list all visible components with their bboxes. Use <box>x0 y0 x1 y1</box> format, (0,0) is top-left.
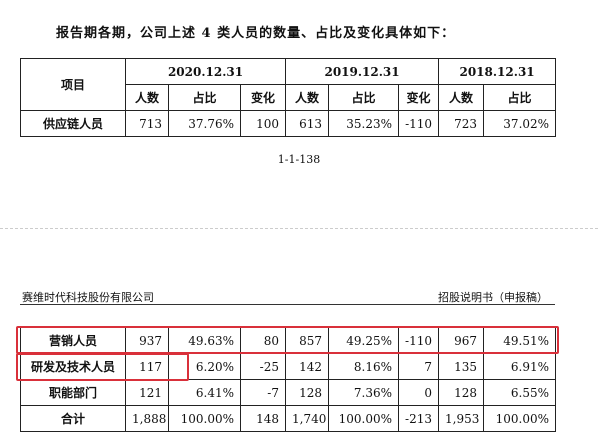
table-cell: 供应链人员 <box>20 110 126 137</box>
table-cell: 变化 <box>239 84 287 111</box>
table-cell: -213 <box>398 405 439 432</box>
table-cell: 121 <box>125 379 169 406</box>
table-cell: 100 <box>239 110 287 137</box>
page-break <box>0 228 598 229</box>
table-cell: 128 <box>438 379 484 406</box>
table-row: 项目 2020.12.31 2019.12.31 2018.12.31 <box>20 58 557 111</box>
table-cell: 占比 <box>168 84 241 111</box>
header-rule <box>20 304 555 305</box>
table-cell: 723 <box>438 110 485 137</box>
table-cell: 49.63% <box>168 327 241 354</box>
table-cell: 135 <box>438 353 484 380</box>
table-cell: -25 <box>240 353 286 380</box>
table-row: 供应链人员 713 37.76% 100 613 35.23% -110 723 37.02% <box>20 110 557 137</box>
table-cell: 7 <box>398 353 439 380</box>
table-cell: 职能部门 <box>20 379 126 406</box>
table-cell: 6.41% <box>168 379 241 406</box>
table-cell: 80 <box>240 327 286 354</box>
highlight-row <box>16 326 559 354</box>
table-cell: 人数 <box>285 84 330 111</box>
table-cell: 713 <box>125 110 169 137</box>
table-cell: 100.00% <box>328 405 399 432</box>
table-cell: 2018.12.31 <box>438 58 557 85</box>
table-cell: 人数 <box>438 84 485 111</box>
header-company: 赛维时代科技股份有限公司 <box>22 291 154 304</box>
table-cell: 6.55% <box>483 379 556 406</box>
table-cell: 8.16% <box>328 353 399 380</box>
table-cell: 35.23% <box>328 110 400 137</box>
table-cell: 占比 <box>328 84 400 111</box>
table-row: 合计 1,888 100.00% 148 1,740 100.00% -213 1,953 10… <box>20 405 556 432</box>
table-cell: 占比 <box>483 84 557 111</box>
table-cell: 营销人员 <box>20 327 126 354</box>
table-cell: 1,953 <box>438 405 484 432</box>
table-cell: 1,740 <box>285 405 329 432</box>
table-cell: -7 <box>240 379 286 406</box>
header-document: 招股说明书（申报稿） <box>438 291 548 304</box>
table-cell: 0 <box>398 379 439 406</box>
table-cell: 7.36% <box>328 379 399 406</box>
table-cell: -110 <box>398 110 440 137</box>
table-cell: 128 <box>285 379 329 406</box>
table-cell: 49.25% <box>328 327 399 354</box>
table-cell: 人数 <box>125 84 169 111</box>
table-cell: 项目 <box>20 58 126 111</box>
table-top: 项目 2020.12.31 2019.12.31 2018.12.31 人数 占比 变化 人数… <box>20 58 557 137</box>
table-cell: 100.00% <box>168 405 241 432</box>
table-cell: 1,888 <box>125 405 169 432</box>
table-row: 职能部门 121 6.41% -7 128 7.36% 0 128 6.55% <box>20 379 556 406</box>
intro-text: 报告期各期，公司上述 4 类人员的数量、占比及变化具体如下： <box>56 26 456 41</box>
table-cell: -110 <box>398 327 439 354</box>
table-cell: 100.00% <box>483 405 556 432</box>
page-number: 1-1-138 <box>277 153 321 166</box>
table-cell: 37.02% <box>483 110 557 137</box>
table-cell: 148 <box>240 405 286 432</box>
table-cell: 967 <box>438 327 484 354</box>
table-bottom: 营销人员 937 49.63% 80 857 49.25% -110 967 49.51% 研发及… <box>20 327 556 432</box>
table-cell: 49.51% <box>483 327 556 354</box>
table-row: 营销人员 937 49.63% 80 857 49.25% -110 967 49.51% <box>20 327 556 354</box>
highlight-cell <box>16 353 189 381</box>
table-cell: 6.20% <box>168 353 241 380</box>
table-cell: 2019.12.31 <box>285 58 440 85</box>
table-cell: 37.76% <box>168 110 241 137</box>
table-cell: 142 <box>285 353 329 380</box>
table-cell: 合计 <box>20 405 126 432</box>
table-cell: 变化 <box>398 84 440 111</box>
table-cell: 613 <box>285 110 330 137</box>
table-cell: 2020.12.31 <box>124 58 287 85</box>
table-cell: 6.91% <box>483 353 556 380</box>
table-cell: 937 <box>125 327 169 354</box>
table-row: 人数 占比 变化 人数 占比 变化 人数 占比 <box>21 84 557 111</box>
